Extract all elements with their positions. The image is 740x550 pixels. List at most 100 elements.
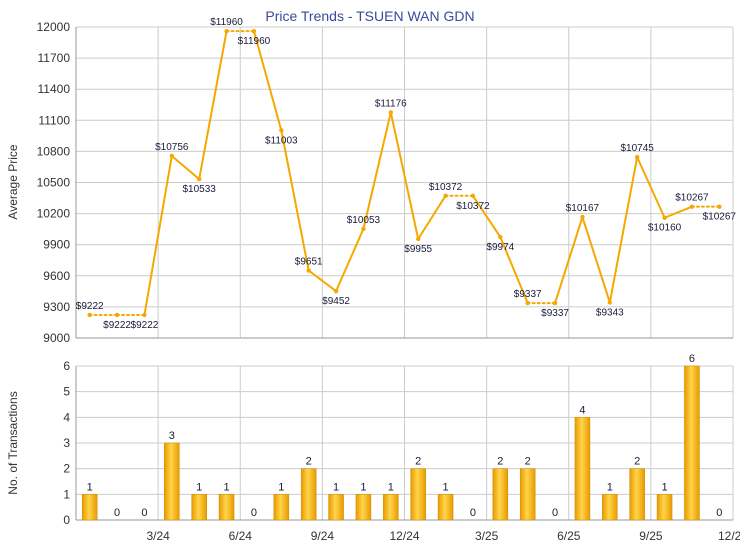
price-point bbox=[87, 312, 92, 318]
transactions-bar-label: 2 bbox=[415, 456, 421, 468]
price-data-label: $9222 bbox=[131, 320, 159, 331]
price-point bbox=[361, 226, 366, 232]
price-segment bbox=[636, 156, 666, 219]
transactions-bar-label: 6 bbox=[689, 353, 695, 365]
price-data-label: $10267 bbox=[675, 193, 709, 204]
price-segment bbox=[499, 236, 529, 305]
price-point bbox=[525, 300, 530, 306]
transactions-bar-label: 0 bbox=[470, 507, 476, 519]
price-data-label: $9337 bbox=[541, 308, 569, 319]
price-data-label: $10053 bbox=[347, 215, 381, 226]
price-point bbox=[607, 300, 613, 305]
price-segment bbox=[471, 194, 502, 239]
price-point bbox=[717, 204, 722, 209]
x-tick-label: 6/25 bbox=[557, 529, 581, 543]
transactions-bar-label: 1 bbox=[607, 481, 613, 493]
transactions-bar-label: 2 bbox=[306, 456, 312, 468]
transactions-bar bbox=[383, 494, 399, 521]
price-tick-label: 10800 bbox=[37, 144, 71, 158]
price-segment bbox=[362, 111, 392, 230]
price-tick-label: 11400 bbox=[38, 82, 71, 96]
transactions-tick-label: 2 bbox=[63, 462, 70, 476]
transactions-bar-label: 1 bbox=[196, 481, 202, 493]
transactions-bar-label: 0 bbox=[251, 507, 257, 519]
transactions-axis-title: No. of Transactions bbox=[6, 391, 20, 494]
price-segment bbox=[280, 129, 310, 272]
transactions-bar bbox=[519, 468, 536, 521]
transactions-bar bbox=[629, 468, 645, 521]
price-tick-label: 9900 bbox=[43, 238, 70, 252]
transactions-bar bbox=[328, 494, 344, 521]
price-tick-label: 9000 bbox=[43, 331, 70, 345]
transactions-bar-label: 2 bbox=[634, 456, 640, 468]
transactions-bar bbox=[164, 442, 180, 521]
transactions-bar bbox=[656, 494, 673, 521]
transactions-axis: 0 1 2 3 4 5 6 bbox=[63, 359, 733, 527]
price-segment bbox=[608, 156, 639, 304]
price-point bbox=[196, 176, 202, 182]
x-tick-label: 6/24 bbox=[229, 529, 253, 543]
price-segment bbox=[198, 30, 228, 181]
price-data-label: $10372 bbox=[429, 182, 463, 193]
transactions-bar bbox=[492, 468, 509, 521]
transactions-bar-label: 1 bbox=[388, 481, 394, 493]
transactions-bar-label: 0 bbox=[114, 507, 120, 519]
transactions-tick-label: 5 bbox=[63, 385, 70, 399]
transactions-tick-label: 6 bbox=[63, 359, 70, 373]
x-tick-label: 9/24 bbox=[311, 529, 335, 543]
x-tick-label: 3/24 bbox=[146, 529, 170, 543]
transactions-bar bbox=[684, 365, 700, 521]
x-tick-label: 9/25 bbox=[639, 529, 663, 543]
transactions-bar bbox=[273, 494, 290, 521]
price-data-label: $9974 bbox=[486, 242, 514, 253]
price-data-label: $9955 bbox=[404, 244, 432, 255]
price-data-label: $10372 bbox=[456, 201, 490, 212]
transactions-bar-label: 0 bbox=[716, 507, 722, 519]
price-data-label: $10745 bbox=[621, 143, 655, 154]
transactions-bar bbox=[300, 468, 317, 521]
transactions-bar bbox=[602, 494, 618, 521]
transactions-bar-label: 0 bbox=[141, 507, 147, 519]
transactions-bar bbox=[410, 468, 426, 521]
price-segment bbox=[143, 154, 173, 316]
transactions-bar-label: 1 bbox=[333, 481, 339, 493]
price-segment bbox=[170, 154, 201, 181]
price-tick-label: 10200 bbox=[37, 207, 71, 221]
transactions-bar-label: 2 bbox=[497, 456, 503, 468]
transactions-bar bbox=[574, 417, 591, 521]
price-tick-label: 9600 bbox=[43, 269, 70, 283]
price-segment bbox=[335, 227, 365, 293]
price-point bbox=[251, 28, 257, 34]
price-axis: 9000 9300 9600 9900 10200 10500 10800 11100 1140… bbox=[37, 20, 733, 345]
price-data-label: $11960 bbox=[210, 17, 243, 28]
price-data-label: $10167 bbox=[566, 203, 600, 214]
transactions-bar bbox=[355, 494, 372, 521]
x-tick-label: 12/24 bbox=[389, 529, 419, 543]
price-data-label: $11003 bbox=[265, 135, 298, 146]
x-tick-label: 12/25 bbox=[718, 529, 740, 543]
price-axis-title: Average Price bbox=[6, 144, 20, 219]
price-point bbox=[443, 193, 448, 198]
price-segment bbox=[554, 216, 584, 305]
chart-title: Price Trends - TSUEN WAN GDN bbox=[265, 8, 474, 24]
transactions-tick-label: 3 bbox=[63, 436, 70, 450]
price-point bbox=[142, 312, 147, 318]
price-point bbox=[388, 110, 394, 115]
transactions-bar bbox=[81, 494, 98, 521]
price-data-label: $10160 bbox=[648, 223, 682, 234]
transactions-bars bbox=[81, 365, 700, 521]
transactions-bar bbox=[191, 494, 207, 521]
transactions-bar bbox=[437, 494, 454, 521]
x-tick-label: 3/25 bbox=[475, 529, 499, 543]
price-data-label: $10533 bbox=[183, 184, 217, 195]
price-tick-label: 10500 bbox=[37, 176, 71, 190]
transactions-data-labels: 1 0 0 3 1 1 0 1 2 1 1 1 2 1 0 2 2 0 4 1 2 1 6 0 bbox=[87, 353, 723, 519]
transactions-tick-label: 1 bbox=[63, 487, 70, 501]
price-point bbox=[552, 300, 558, 306]
transactions-bar-label: 2 bbox=[525, 456, 531, 468]
transactions-bar-label: 1 bbox=[87, 481, 93, 493]
price-point bbox=[224, 28, 229, 34]
price-segment bbox=[252, 30, 283, 132]
transactions-bar-label: 1 bbox=[360, 481, 366, 493]
